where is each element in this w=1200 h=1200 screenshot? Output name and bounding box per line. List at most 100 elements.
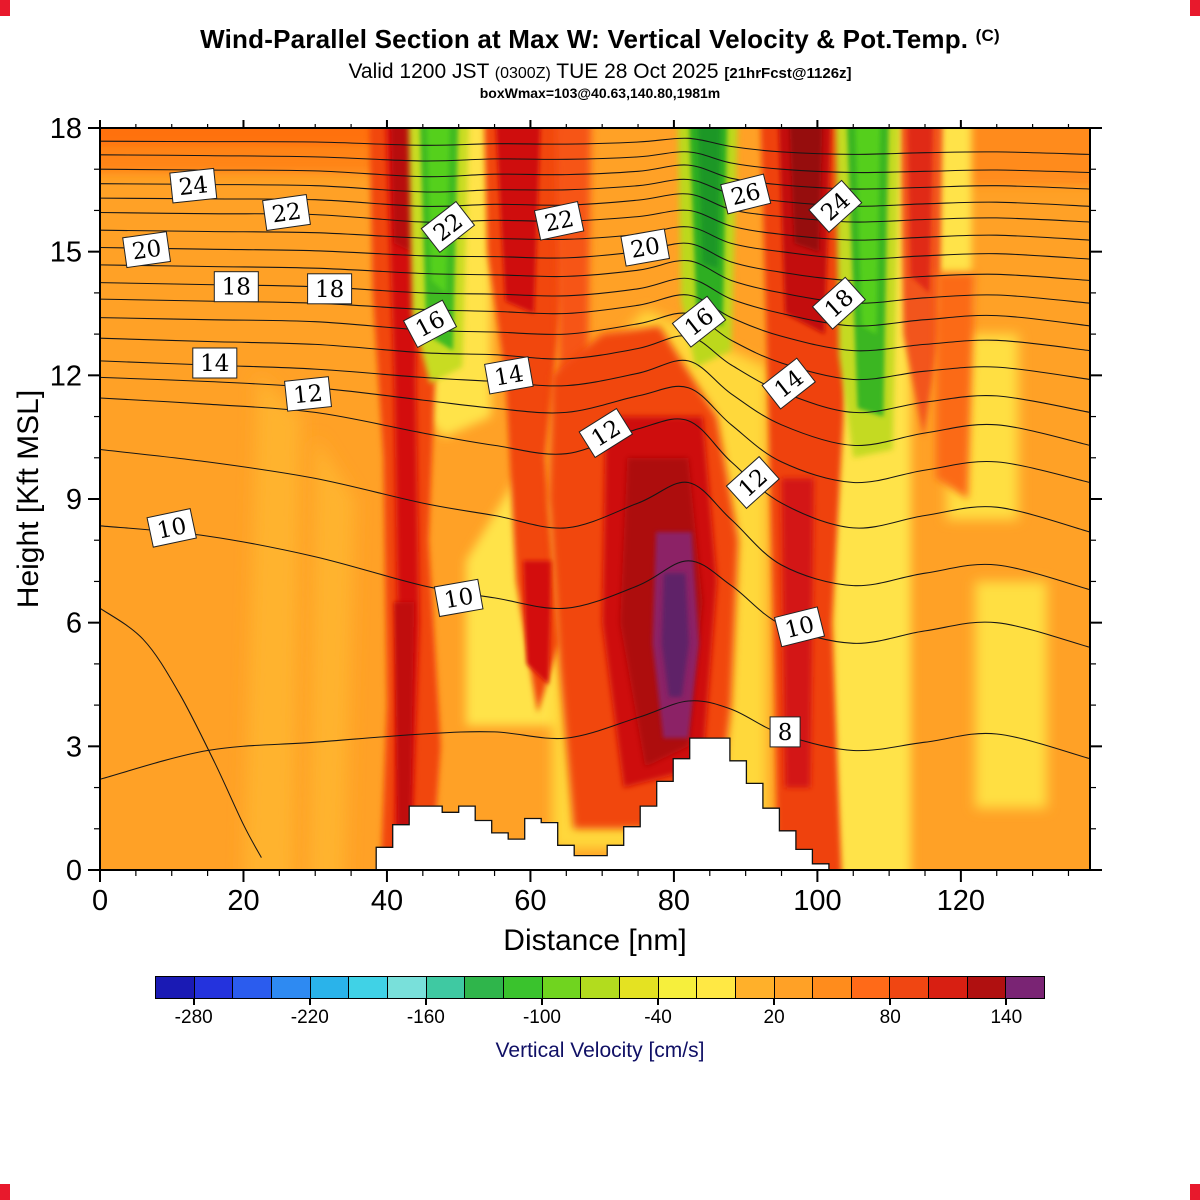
crop-mark-bottom-right — [1190, 1184, 1200, 1200]
colorbar-tick — [308, 999, 311, 1005]
x-tick-label: 100 — [793, 885, 841, 917]
x-tick-label: 60 — [514, 885, 546, 917]
valid-time-text: Valid 1200 JST — [348, 60, 489, 83]
colorbar-tick-label: -100 — [522, 1007, 561, 1028]
svg-text:10: 10 — [442, 584, 475, 615]
fill-region — [975, 581, 1047, 809]
colorbar-tick — [889, 999, 892, 1005]
svg-text:20: 20 — [629, 233, 662, 264]
y-tick-label: 6 — [66, 608, 82, 640]
x-tick-label: 0 — [92, 885, 108, 917]
svg-text:14: 14 — [200, 351, 229, 377]
fill-region — [789, 128, 823, 252]
contour-line-22 — [100, 209, 1090, 241]
colorbar-tick-label: 80 — [879, 1007, 901, 1028]
colorbar: -280 -220 -160 -100 -40 20 80 140 Vertical Velo… — [155, 976, 1045, 1063]
contour-line-19 — [100, 259, 1090, 304]
plot-area: 24 22 20 18 18 14 12 22 16 22 14 12 10 10 26 24 20 18 16 14… — [12, 113, 1102, 957]
contour-label: 22 — [533, 200, 585, 241]
colorbar-segment — [735, 977, 775, 998]
svg-text:22: 22 — [270, 199, 303, 229]
svg-text:20: 20 — [130, 236, 163, 266]
colorbar-label: Vertical Velocity [cm/s] — [495, 1039, 705, 1062]
y-tick-label: 15 — [50, 237, 82, 269]
forecast-hour-text: [21hrFcst@1126z] — [724, 65, 852, 82]
contour-line-14 — [100, 359, 1090, 446]
svg-text:12: 12 — [292, 380, 324, 409]
colorbar-scale: -280 -220 -160 -100 -40 20 80 140 — [155, 999, 1045, 1035]
colorbar-tick — [192, 999, 195, 1005]
contour-label: 24 — [169, 167, 218, 204]
colorbar-segment — [349, 977, 388, 998]
colorbar-segment — [271, 977, 311, 998]
colorbar-segment — [310, 977, 350, 998]
svg-text:18: 18 — [315, 277, 344, 303]
svg-text:14: 14 — [492, 361, 525, 392]
fill-region — [244, 375, 301, 870]
crop-mark-bottom-left — [0, 1184, 10, 1200]
fill-region — [935, 128, 972, 314]
x-tick-label: 120 — [937, 885, 985, 917]
chart-title-text: Wind-Parallel Section at Max W: Vertical… — [200, 24, 969, 54]
svg-text:22: 22 — [542, 206, 576, 238]
colorbar-tick-label: 20 — [763, 1007, 785, 1028]
chart-title: Wind-Parallel Section at Max W: Vertical… — [0, 24, 1200, 55]
x-tick-label: 80 — [658, 885, 690, 917]
contour-label: 18 — [307, 273, 353, 305]
fill-region — [308, 437, 355, 870]
colorbar-segment — [813, 977, 852, 998]
colorbar-segment — [851, 977, 891, 998]
y-tick-label: 3 — [66, 731, 82, 763]
contour-line-10 — [100, 525, 1090, 648]
svg-text:10: 10 — [155, 513, 189, 545]
y-tick-label: 9 — [66, 484, 82, 516]
contour-label: 16 — [671, 295, 727, 348]
fill-region — [697, 128, 721, 269]
colorbar-segment — [774, 977, 814, 998]
colorbar-segment — [658, 977, 698, 998]
valid-date-text: TUE 28 Oct 2025 — [556, 60, 719, 83]
colorbar-segment — [697, 977, 736, 998]
contour-line-24 — [100, 178, 1090, 207]
fill-region — [907, 128, 934, 293]
contour-label: 22 — [262, 194, 311, 231]
colorbar-segment — [967, 977, 1007, 998]
colorbar-tick — [540, 999, 543, 1005]
colorbar-segment — [233, 977, 272, 998]
fill-region — [427, 128, 450, 293]
colorbar-tick — [1005, 999, 1008, 1005]
colorbar-tick — [773, 999, 776, 1005]
x-axis-label: Distance [nm] — [503, 924, 686, 957]
crop-mark-top-right — [1190, 0, 1200, 16]
x-tick-label: 40 — [371, 885, 403, 917]
colorbar-segment — [156, 977, 195, 998]
colorbar-tick-label: -160 — [406, 1007, 445, 1028]
contour-label: 10 — [146, 508, 197, 548]
contour-label: 26 — [720, 173, 772, 215]
contour-line-15 — [100, 335, 1090, 414]
colorbar-tick-label: -40 — [644, 1007, 672, 1028]
contour-label: 20 — [620, 228, 671, 267]
colorbar-segment — [890, 977, 930, 998]
fill-region — [394, 602, 415, 829]
contour-line-16 — [100, 312, 1090, 381]
contour-label: 14 — [484, 356, 534, 395]
contour-line-26 — [100, 151, 1090, 174]
terrain-profile — [375, 737, 830, 871]
contour-line-8 — [100, 700, 1090, 780]
colorbar-tick — [657, 999, 660, 1005]
y-tick-label: 18 — [50, 113, 82, 145]
valid-time-utc: (0300Z) — [494, 65, 551, 82]
colorbar-segment — [465, 977, 504, 998]
colorbar-segment — [194, 977, 234, 998]
y-axis-label: Height [Kft MSL] — [12, 390, 45, 608]
svg-text:8: 8 — [778, 720, 793, 746]
colorbar-tick-label: 140 — [990, 1007, 1023, 1028]
header: Wind-Parallel Section at Max W: Vertical… — [0, 24, 1200, 101]
svg-text:18: 18 — [222, 275, 251, 301]
fill-region — [855, 128, 881, 335]
y-tick-label: 0 — [66, 855, 82, 887]
contour-label: 20 — [122, 231, 172, 269]
